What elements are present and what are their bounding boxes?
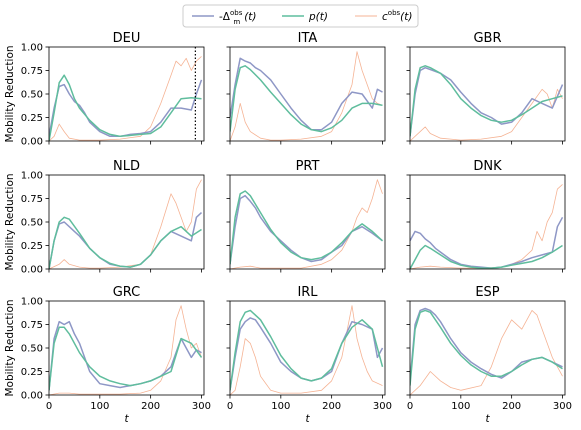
x-tick-label: 300 (553, 401, 572, 412)
legend-label-1: p(t) (308, 11, 328, 23)
x-tick-label: 200 (502, 401, 521, 412)
legend-label-2: cobs(t) (382, 9, 412, 23)
panel-deu: DEU 0.00 0.25 0.50 0.75 1.00 Mobility Reductio… (4, 31, 205, 148)
y-tick-label: 1.00 (21, 171, 43, 182)
series-group (49, 56, 203, 141)
y-tick-label: 0.25 (21, 367, 43, 378)
series-line-c (49, 305, 202, 395)
series-group (230, 305, 384, 395)
y-tick-label: 0.75 (21, 66, 43, 77)
y-tick-label: 0.75 (21, 194, 43, 205)
legend-label-0: -Δobs m (t) (219, 9, 257, 26)
series-line-p (49, 326, 203, 391)
series-line-c (410, 310, 563, 395)
panel-dnk: DNK (406, 159, 566, 273)
y-axis-label: Mobility Reduction (4, 299, 16, 396)
x-tick-label: 0 (227, 401, 233, 412)
panel-title: ITA (298, 31, 318, 46)
panel-title: GRC (113, 285, 141, 300)
series-line-delta (230, 57, 383, 131)
series-group (410, 65, 564, 141)
panel-frame (48, 300, 205, 396)
panel-frame (409, 300, 566, 396)
series-group (410, 307, 563, 395)
panel-frame (229, 300, 386, 396)
x-tick-label: 0 (407, 401, 413, 412)
x-axis-label: t (485, 413, 490, 425)
series-line-c (410, 184, 563, 269)
series-line-p (230, 190, 384, 265)
panel-title: IRL (297, 285, 318, 300)
panel-title: GBR (473, 31, 501, 46)
x-axis-label: t (305, 413, 310, 425)
y-tick-label: 0.00 (21, 265, 43, 276)
panel-title: ESP (475, 285, 499, 300)
series-line-delta (410, 307, 563, 381)
y-tick-label: 1.00 (21, 297, 43, 308)
x-tick-label: 200 (141, 401, 160, 412)
panel-nld: NLD 0.00 0.25 0.50 0.75 1.00 Mobility Reductio… (4, 159, 205, 276)
panel-title: PRT (296, 159, 320, 174)
panel-title: DNK (473, 159, 502, 174)
x-tick-label: 300 (192, 401, 211, 412)
panel-gbr: GBR (406, 31, 566, 145)
x-tick-label: 300 (373, 401, 392, 412)
panel-irl: IRL 0 100 200 300 t (226, 285, 392, 425)
series-line-c (230, 179, 383, 269)
series-line-p (230, 65, 383, 133)
x-axis-label: t (124, 413, 129, 425)
panel-ita: ITA (226, 31, 386, 145)
x-tick-label: 0 (46, 401, 52, 412)
series-line-delta (49, 212, 203, 269)
series-line-p (410, 65, 563, 137)
y-axis-label: Mobility Reduction (4, 45, 16, 142)
x-tick-label: 200 (322, 401, 341, 412)
panel-title: NLD (113, 159, 140, 174)
y-tick-label: 0.50 (21, 218, 43, 229)
series-line-p (410, 244, 563, 269)
series-group (230, 179, 384, 269)
series-line-delta (49, 320, 202, 391)
series-line-delta (410, 216, 564, 269)
x-tick-label: 100 (90, 401, 109, 412)
series-line-c (49, 179, 202, 269)
panel-esp: ESP 0 100 200 300 t (406, 285, 572, 425)
series-line-p (410, 309, 563, 386)
series-group (230, 51, 383, 141)
x-tick-label: 100 (271, 401, 290, 412)
y-tick-label: 1.00 (21, 43, 43, 54)
y-axis-label: Mobility Reduction (4, 173, 16, 270)
panel-prt: PRT (226, 159, 386, 273)
legend: -Δobs m (t) p(t) cobs(t) (182, 4, 419, 28)
series-group (49, 179, 203, 269)
series-line-p (49, 216, 202, 269)
y-tick-label: 0.50 (21, 90, 43, 101)
y-tick-label: 0.50 (21, 344, 43, 355)
series-group (410, 184, 564, 269)
panel-grc: GRC 0 100 200 300 0.00 0.25 0.50 0.75 1.00 t Mobili… (4, 285, 211, 425)
y-tick-label: 0.00 (21, 391, 43, 402)
series-line-delta (49, 79, 203, 138)
x-tick-label: 100 (451, 401, 470, 412)
panel-frame (409, 46, 566, 142)
series-group (49, 305, 203, 395)
series-line-delta (230, 194, 383, 265)
series-line-delta (230, 317, 384, 391)
series-line-p (230, 309, 384, 391)
y-tick-label: 0.75 (21, 320, 43, 331)
y-tick-label: 0.00 (21, 137, 43, 148)
series-line-delta (410, 66, 564, 137)
y-tick-label: 0.25 (21, 113, 43, 124)
panel-frame (229, 174, 386, 270)
y-tick-label: 0.25 (21, 241, 43, 252)
panel-title: DEU (113, 31, 141, 46)
